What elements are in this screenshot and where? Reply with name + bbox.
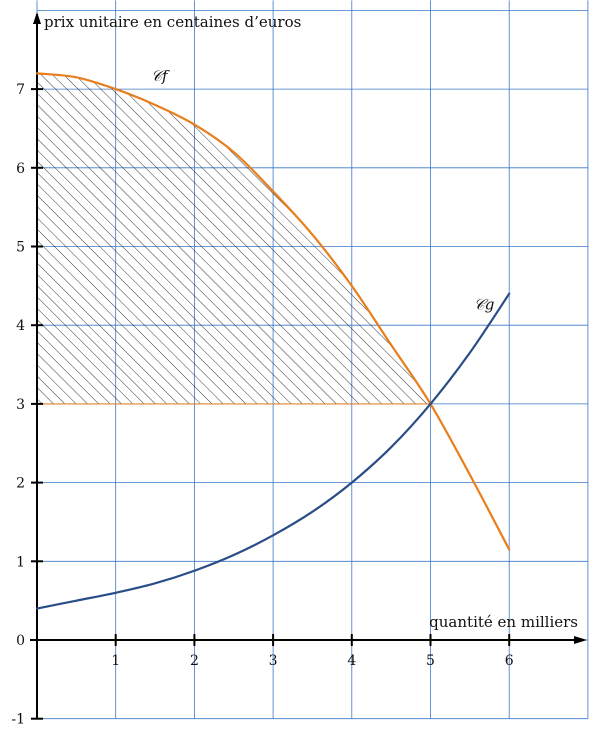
y-axis-arrow xyxy=(33,12,41,24)
x-axis-arrow xyxy=(574,636,587,644)
y-tick-label: 3 xyxy=(16,397,25,413)
y-tick-label: 4 xyxy=(16,318,25,334)
y-axis-label: prix unitaire en centaines d’euros xyxy=(44,13,301,31)
curve-f xyxy=(35,72,511,551)
x-tick-label: 6 xyxy=(505,653,514,669)
x-axis-label: quantité en milliers xyxy=(429,613,578,631)
curve-g xyxy=(35,292,511,610)
shaded-region xyxy=(37,73,431,405)
y-tick-label: 5 xyxy=(16,240,25,256)
ticks: 1 2 3 4 5 6 -1 0 1 2 3 4 5 6 7 xyxy=(11,82,513,728)
curve-g-label: 𝒞g xyxy=(474,295,495,313)
y-tick-label: 2 xyxy=(16,476,25,492)
x-tick-label: 3 xyxy=(269,653,278,669)
hatched-area xyxy=(37,73,431,404)
x-tick-label: 1 xyxy=(111,653,120,669)
y-tick-label: 7 xyxy=(16,82,25,98)
labels-group: 𝒞f 𝒞g xyxy=(151,67,494,313)
x-tick-label: 5 xyxy=(426,653,435,669)
y-tick-label: -1 xyxy=(11,712,25,728)
y-tick-label: 6 xyxy=(16,161,25,177)
curve-f-label: 𝒞f xyxy=(151,67,170,85)
y-tick-label: 1 xyxy=(16,554,25,570)
y-tick-label: 0 xyxy=(16,633,25,649)
axes xyxy=(30,12,587,719)
x-tick-label: 2 xyxy=(190,653,199,669)
series-group xyxy=(35,72,511,610)
x-tick-label: 4 xyxy=(347,653,356,669)
